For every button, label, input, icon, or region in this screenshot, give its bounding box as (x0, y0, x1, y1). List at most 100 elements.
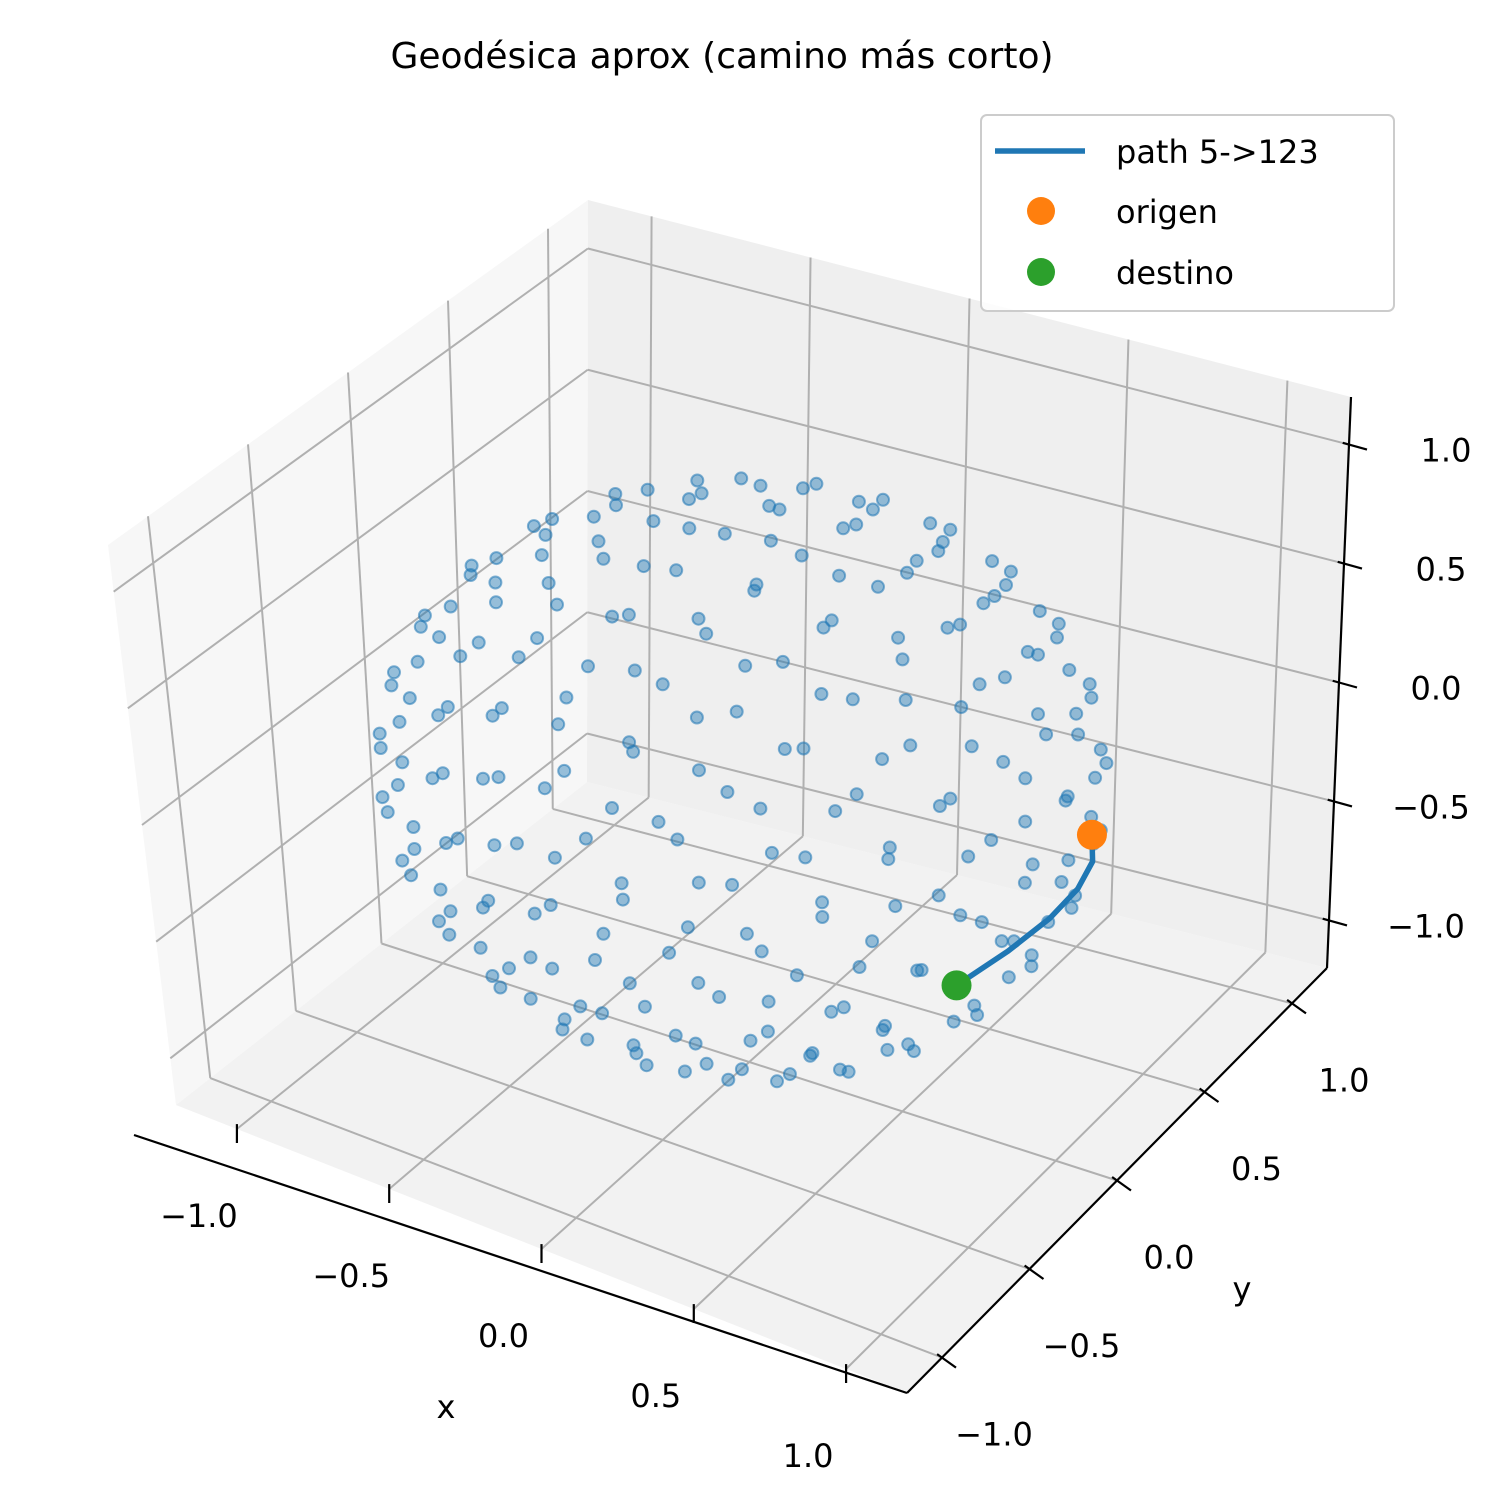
sample-point (402, 691, 417, 706)
sample-point (537, 781, 552, 796)
sample-point (1025, 857, 1040, 872)
sample-point (395, 755, 410, 770)
sample-point (1024, 948, 1039, 963)
sample-point (691, 611, 706, 626)
sample-point (626, 1038, 641, 1053)
sample-point (626, 744, 641, 759)
sample-point (526, 519, 541, 534)
sample-point (1018, 814, 1033, 829)
sample-point (1017, 875, 1032, 890)
sample-point (527, 906, 542, 921)
sample-point (609, 498, 623, 513)
sample-point (996, 754, 1011, 769)
z-tick-label-3: 0.5 (1416, 551, 1467, 589)
sample-point (753, 801, 768, 816)
sample-point (530, 631, 545, 646)
sample-point (453, 649, 468, 664)
y-tick-label-0: −1.0 (955, 1416, 1033, 1454)
sample-point (1001, 970, 1016, 985)
sample-point (1093, 742, 1108, 757)
grid-y-floor-0 (209, 1077, 943, 1359)
sample-point (932, 799, 947, 813)
destination-marker (941, 970, 972, 1001)
sample-point (814, 687, 829, 701)
grid-z-left-2 (141, 490, 589, 826)
legend-path-label: path 5->123 (1116, 133, 1319, 171)
z-tick-label-0: −1.0 (1387, 907, 1465, 945)
sample-point (739, 926, 754, 941)
sample-point (828, 804, 843, 819)
sample-point (380, 805, 395, 820)
sample-point (931, 544, 946, 559)
grid-z-back-1 (587, 611, 1335, 803)
sample-point (803, 1048, 818, 1063)
sample-point (775, 654, 790, 669)
sample-point (395, 853, 410, 868)
sample-point (691, 975, 706, 990)
sample-point (689, 710, 704, 725)
sample-point (901, 1037, 916, 1052)
sample-point (435, 766, 450, 781)
z-tick-3 (1337, 560, 1363, 570)
sample-point (772, 502, 787, 517)
sample-point (832, 568, 847, 583)
grid-z-back-2 (587, 490, 1340, 684)
sample-point (789, 968, 804, 983)
sample-point (734, 1062, 749, 1077)
sample-point (523, 950, 538, 965)
sample-point (655, 677, 670, 692)
sample-point (914, 963, 929, 977)
sample-point (754, 944, 769, 959)
sample-point (677, 1064, 692, 1079)
sample-point (670, 832, 685, 847)
sample-point (545, 961, 560, 976)
sample-point (387, 665, 401, 680)
sample-point (1050, 630, 1064, 645)
z-tick-0 (1322, 917, 1348, 927)
sample-point (463, 568, 478, 582)
sample-point (997, 670, 1012, 685)
sample-point (555, 1022, 570, 1037)
sample-point (541, 576, 556, 590)
sample-point (972, 677, 987, 692)
sample-point (390, 778, 405, 792)
legend-origen-swatch (1027, 197, 1055, 225)
sample-point (875, 1023, 890, 1037)
grid-lines (113, 216, 1350, 1370)
sample-point (880, 1042, 895, 1057)
sample-point (410, 654, 425, 669)
sample-point (595, 1006, 610, 1021)
legend-destino-label: destino (1116, 254, 1234, 292)
z-tick-label-1: −0.5 (1392, 788, 1470, 826)
sample-point (682, 492, 696, 507)
sample-point (551, 717, 566, 732)
sample-point (881, 852, 896, 867)
sample-point (782, 1067, 797, 1082)
sample-point (760, 1024, 775, 1039)
sample-point (943, 522, 958, 537)
sample-point (940, 620, 955, 635)
sample-point (900, 565, 914, 580)
sample-point (699, 1056, 714, 1071)
y-tick-label-2: 0.0 (1144, 1239, 1195, 1277)
sample-point (815, 895, 830, 910)
sample-point (494, 701, 509, 716)
y-tick-label-3: 0.5 (1231, 1150, 1282, 1188)
sample-point (493, 980, 508, 995)
z-tick-2 (1332, 679, 1358, 689)
sample-point (815, 910, 830, 924)
sample-point (836, 1000, 851, 1015)
z-tick-4 (1342, 441, 1368, 451)
sphere-points (372, 471, 1114, 1089)
sample-point (488, 575, 503, 590)
sample-point (954, 700, 969, 715)
sample-point (473, 940, 488, 955)
sample-point (440, 700, 455, 714)
sample-point (909, 553, 924, 568)
sample-point (1039, 727, 1054, 742)
path-layer (941, 819, 1107, 1001)
sample-point (596, 551, 611, 566)
sample-point (796, 741, 811, 756)
sample-point (489, 551, 504, 566)
